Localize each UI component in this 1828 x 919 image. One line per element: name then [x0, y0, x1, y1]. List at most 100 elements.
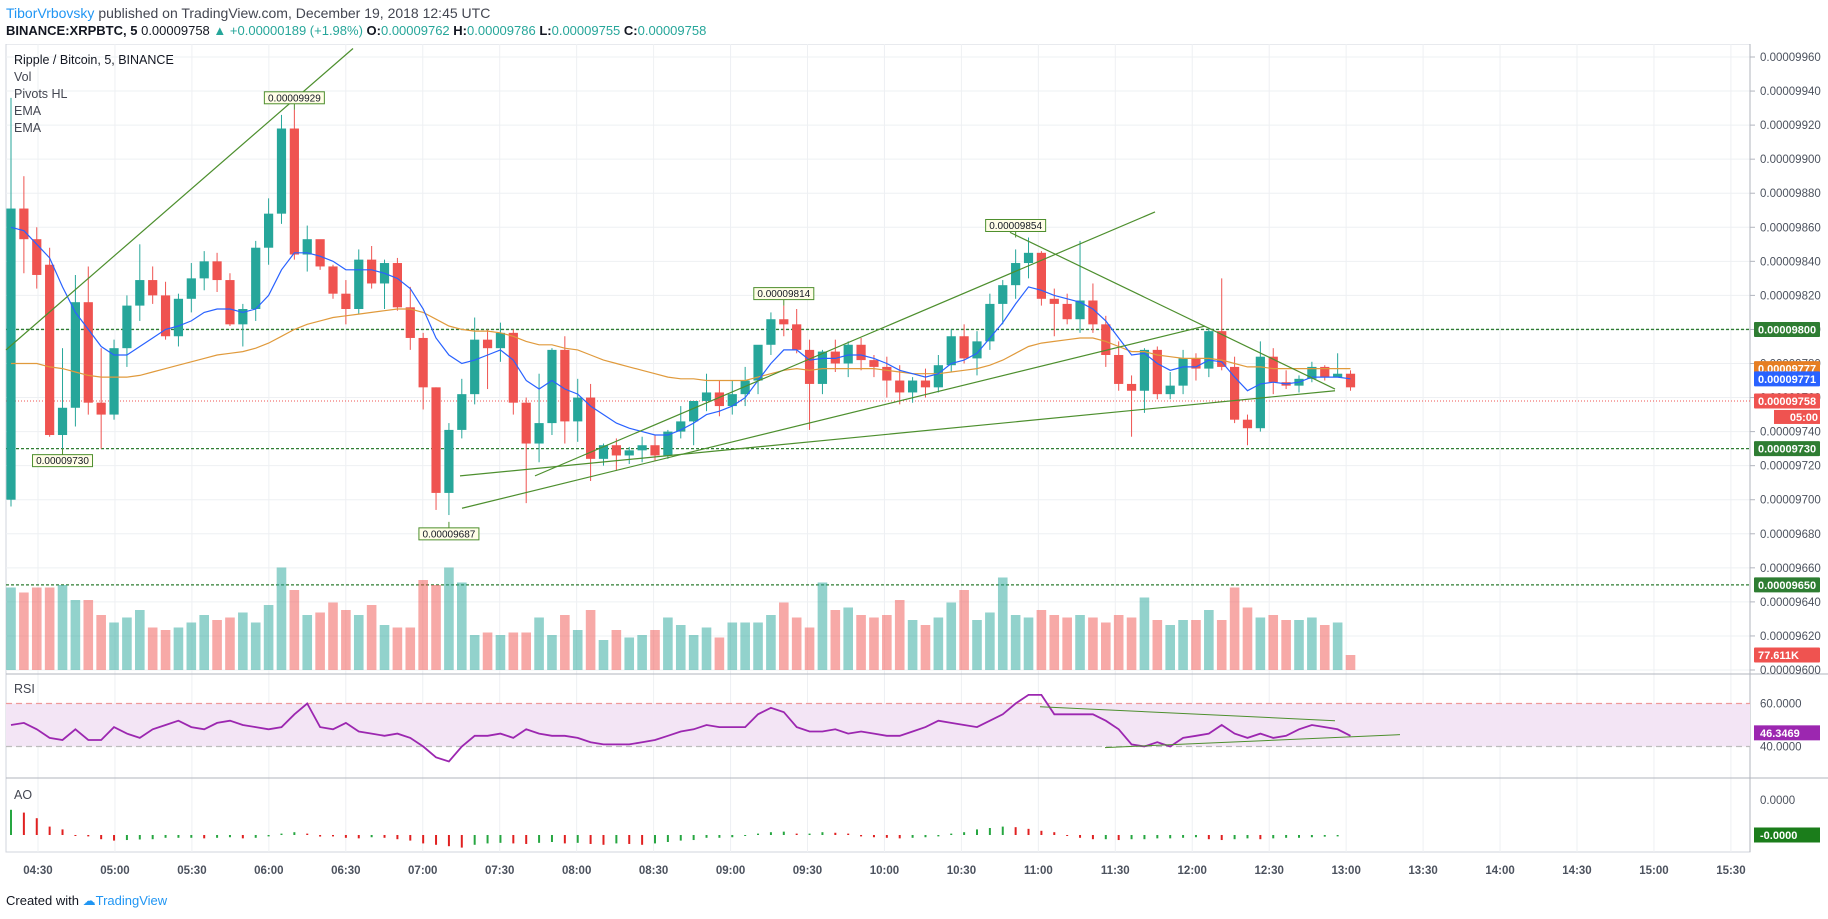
author-link[interactable]: TiborVrbovsky: [6, 5, 95, 21]
symbol-label: BINANCE:XRPBTC, 5: [6, 23, 138, 38]
volume-bar: [1049, 615, 1060, 670]
volume-bar: [547, 635, 557, 670]
candle-body: [804, 349, 815, 384]
level-tag-bg: [1754, 321, 1820, 337]
candle-body: [212, 261, 222, 281]
volume-bar: [199, 615, 209, 670]
volume-bar: [766, 615, 776, 670]
tradingview-link[interactable]: TradingView: [95, 893, 168, 908]
volume-tag-bg: [1754, 647, 1820, 663]
chart-canvas[interactable]: 0.00009929 0.00009730 0.00009687 0.00009814…: [0, 44, 1828, 892]
level-tag-bg: [1754, 441, 1820, 457]
candle-body: [534, 423, 544, 444]
candle-body: [1126, 383, 1137, 391]
time-tick-label: 08:30: [639, 865, 668, 877]
volume-bar: [1229, 587, 1240, 670]
candle-body: [1062, 303, 1072, 320]
volume-bar: [122, 617, 132, 670]
high-value: 0.00009786: [467, 23, 536, 38]
volume-bar: [1191, 620, 1201, 670]
volume-bar: [663, 617, 673, 670]
price-tag-bg: [1754, 393, 1820, 409]
volume-bar: [1345, 655, 1356, 670]
time-tick-label: 11:00: [1024, 865, 1053, 877]
candle-body: [1049, 298, 1059, 304]
rsi-tag: 46.3469: [1760, 728, 1800, 740]
volume-bar: [1204, 610, 1214, 670]
volume-bar: [186, 622, 197, 670]
time-tick-label: 10:00: [870, 865, 899, 877]
time-tick-label: 05:00: [100, 865, 129, 877]
volume-bar: [1036, 610, 1047, 670]
pivot-callout-box: [753, 287, 815, 301]
candle-body: [701, 392, 712, 401]
time-tick-label: 12:30: [1254, 865, 1283, 877]
volume-bar: [31, 587, 42, 670]
pivot-callout-label: 0.00009814: [757, 289, 810, 300]
candle-body: [598, 445, 609, 459]
volume-bar: [70, 600, 81, 670]
candle-body: [1088, 300, 1098, 325]
volume-bar: [341, 610, 351, 670]
candle-body: [508, 332, 518, 403]
volume-bar: [688, 635, 699, 670]
volume-bar: [212, 620, 222, 670]
price-tick-label: 0.00009840: [1760, 256, 1821, 268]
candle-body: [586, 397, 596, 459]
close-label: C:: [623, 23, 638, 38]
candle-body: [521, 402, 531, 444]
candle-body: [444, 429, 454, 493]
price-tick-label: 0.00009600: [1760, 665, 1821, 677]
candle-body: [495, 332, 506, 349]
volume-bar: [276, 567, 287, 670]
time-tick-label: 14:00: [1485, 865, 1514, 877]
volume-bar: [1126, 617, 1137, 670]
trendline-channel-upper: [534, 211, 1156, 477]
volume-bar: [650, 630, 660, 670]
volume-bar: [379, 625, 390, 670]
time-axis[interactable]: 04:30 05:00 05:30 06:00 06:30 07:00 07:30 08:00…: [23, 865, 1745, 877]
time-tick-label: 09:30: [793, 865, 822, 877]
time-tick-label: 06:00: [254, 865, 283, 877]
candle-body: [1152, 349, 1162, 395]
time-tick-label: 07:00: [408, 865, 437, 877]
volume-bar: [972, 620, 982, 670]
ema-lines: [10, 226, 1351, 436]
price-tick-label: 0.00009820: [1760, 290, 1821, 302]
candle-body: [573, 397, 583, 422]
candle-body: [959, 336, 969, 359]
volume-bar: [985, 612, 995, 670]
volume-bar: [534, 617, 544, 670]
price-tag: 0.00009771: [1758, 374, 1816, 386]
candle-body: [1242, 419, 1253, 429]
candle-body: [856, 344, 866, 361]
price-tick-label: 0.00009620: [1760, 631, 1821, 643]
price-tick-label: 0.00009640: [1760, 597, 1821, 609]
candle-body: [238, 309, 248, 325]
candle-body: [276, 128, 287, 214]
volume-bar: [444, 567, 454, 670]
candle-body: [1345, 373, 1356, 388]
created-with-label: Created with: [6, 893, 79, 908]
legend-ema-1: EMA: [14, 104, 42, 118]
volume-bar: [289, 590, 300, 670]
candle-body: [45, 264, 55, 436]
candle-body: [611, 445, 621, 456]
volume-bar: [817, 582, 828, 670]
volume-bar: [804, 627, 815, 670]
price-tick-label: 0.00009920: [1760, 120, 1821, 132]
volume-bar: [263, 605, 274, 670]
price-axis[interactable]: 0.00009600 0.00009620 0.00009640 0.00009660…: [1750, 52, 1821, 843]
rsi-line: [10, 694, 1351, 763]
candle-body: [186, 278, 196, 299]
legend-ema-2: EMA: [14, 121, 42, 135]
volume-bar: [135, 610, 145, 670]
candle-body: [1036, 252, 1046, 299]
trendline-resistance: [1009, 231, 1336, 390]
countdown-bg: [1774, 409, 1820, 424]
candle-body: [341, 293, 351, 310]
candle-body: [96, 402, 106, 415]
ao-tick-label: 0.0000: [1760, 795, 1795, 807]
pivot-callout-box: [985, 218, 1047, 232]
volume-bar: [57, 585, 68, 670]
